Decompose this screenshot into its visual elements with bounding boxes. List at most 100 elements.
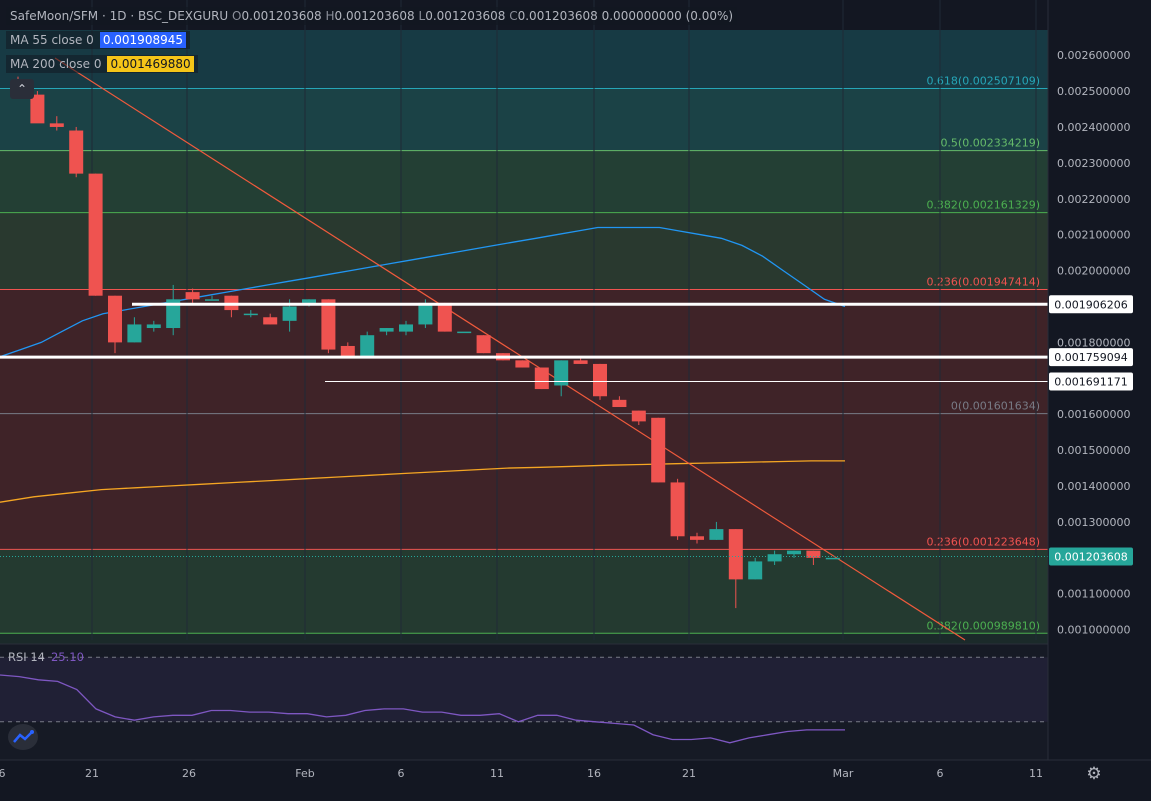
price-tick: 0.001500000 [1057, 444, 1130, 457]
candle-body [515, 360, 530, 368]
time-tick: 6 [937, 767, 944, 780]
candle-body [88, 173, 103, 296]
time-tick: Mar [833, 767, 854, 780]
ohlc-high: 0.001203608 [334, 9, 415, 23]
ma55-label: MA 55 close 0 [10, 33, 94, 47]
candle-body [534, 367, 549, 390]
ma55-line [0, 226, 846, 358]
ohlc-close: 0.001203608 [517, 9, 598, 23]
candle-body [787, 550, 801, 555]
candle-body [399, 324, 413, 332]
time-tick: 16 [587, 767, 601, 780]
ohlc-change: 0.000000000 (0.00%) [601, 9, 734, 23]
grid [91, 0, 1037, 640]
price-tick: 0.002400000 [1057, 121, 1130, 134]
candle-body [573, 360, 588, 364]
candle-body [593, 363, 607, 397]
candle-body [127, 324, 142, 343]
candle-body [340, 345, 355, 357]
time-tick: 26 [182, 767, 196, 780]
candle-body [69, 130, 84, 174]
rsi-pane: 60.0040.0020.00 [0, 643, 1151, 760]
candle-body [612, 399, 627, 408]
candle-body [670, 482, 685, 537]
candle-body [748, 561, 763, 580]
candle-body [651, 417, 666, 483]
last-price-tag [1049, 547, 1133, 566]
candle-body [282, 306, 297, 321]
candle-body [243, 313, 258, 316]
ma55-legend[interactable]: MA 55 close 0 0.001908945 [6, 31, 190, 49]
ma200-value: 0.001469880 [107, 56, 194, 72]
rsi-legend[interactable]: RSI 14 25.10 [8, 650, 84, 664]
candle-body [806, 550, 821, 558]
candles [11, 76, 840, 609]
fib-zone [0, 88, 1048, 151]
ma200-label: MA 200 close 0 [10, 57, 102, 71]
fib-label: 0.5(0.002334219) [940, 137, 1040, 150]
fib-label: 0.382(0.000989810) [926, 619, 1040, 632]
time-tick: 21 [682, 767, 696, 780]
price-tag [1049, 295, 1133, 314]
fib-zone [0, 289, 1048, 414]
ma200-legend[interactable]: MA 200 close 0 0.001469880 [6, 55, 198, 73]
rsi-value: 25.10 [50, 650, 84, 664]
candle-body [30, 94, 45, 124]
price-tick: 0.001800000 [1057, 336, 1130, 349]
price-tick: 0.002300000 [1057, 157, 1130, 170]
fib-label: 0.618(0.002507109) [926, 74, 1040, 87]
candle-body [360, 335, 375, 357]
price-tag [1049, 348, 1133, 367]
candle-body [728, 529, 743, 580]
candle-body [554, 360, 569, 386]
tradingview-logo-icon[interactable] [8, 724, 38, 750]
rsi-band [0, 657, 1048, 722]
candle-body [437, 302, 452, 332]
time-axis: 6 21 26 Feb 6 11 16 21 Mar 6 11 [0, 759, 1151, 801]
interval[interactable]: 1D [109, 9, 127, 23]
ma55-value: 0.001908945 [99, 32, 186, 48]
fib-label: 0.236(0.001947414) [926, 275, 1040, 288]
chevron-up-icon[interactable]: ⌃ [10, 79, 34, 99]
candle-body [185, 292, 200, 300]
symbol-name[interactable]: SafeMoon/SFM [10, 9, 99, 23]
candle-body [302, 299, 316, 303]
candle-body [321, 299, 336, 350]
candle-body [146, 324, 161, 329]
time-tick: 6 [398, 767, 405, 780]
time-tick: 11 [1029, 767, 1043, 780]
ohlc-low: 0.001203608 [425, 9, 506, 23]
fib-label: 0.236(0.001223648) [926, 535, 1040, 548]
candle-body [825, 557, 840, 560]
fib-label: 0(0.001601634) [951, 400, 1040, 413]
rsi-label: RSI 14 [8, 650, 45, 664]
trendline-line [54, 57, 966, 641]
candle-body [476, 335, 491, 354]
fib-zone [0, 549, 1048, 634]
time-tick: 21 [85, 767, 99, 780]
trendline [54, 57, 966, 641]
price-tick: 0.001300000 [1057, 516, 1130, 529]
candle-body [205, 299, 219, 301]
price-tick: 0.002000000 [1057, 265, 1130, 278]
fib-zone [0, 413, 1048, 550]
price-axis-bg [1048, 0, 1151, 801]
candle-body [263, 317, 278, 325]
symbol-header: SafeMoon/SFM · 1D · BSC_DEXGURU O0.00120… [6, 7, 738, 25]
rsi-background [0, 644, 1048, 760]
price-tag-label: 0.001906206 [1054, 298, 1127, 311]
ma200-line [0, 460, 845, 503]
fib-label: 0.382(0.002161329) [926, 199, 1040, 212]
price-tag-label: 0.001691171 [1054, 375, 1127, 388]
candle-body [767, 554, 782, 562]
gear-icon[interactable]: ⚙ [1086, 764, 1102, 784]
price-tick: 0.001600000 [1057, 408, 1130, 421]
price-tag [1049, 372, 1133, 391]
price-tick: 0.002100000 [1057, 229, 1130, 242]
time-axis-bg [0, 760, 1151, 801]
candle-body [49, 123, 64, 127]
price-axis: 0.001906206 0.001759094 0.001691171 0.00260… [1047, 0, 1151, 801]
price-tick: 0.001400000 [1057, 480, 1130, 493]
